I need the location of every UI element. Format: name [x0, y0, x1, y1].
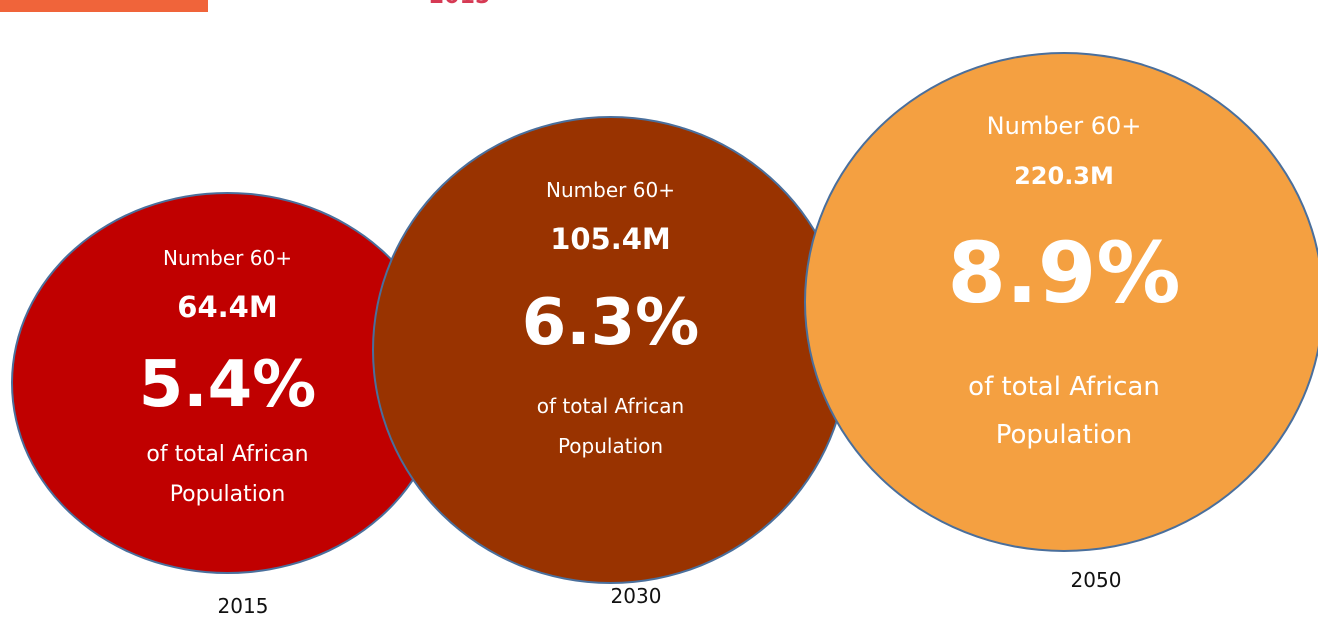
header-year: 2015: [429, 0, 490, 8]
year-label-2030: 2030: [610, 584, 662, 608]
number-value: 64.4M: [177, 290, 278, 324]
description-line-2: Population: [169, 482, 286, 507]
description-line-2: Population: [557, 434, 664, 458]
number-label: Number 60+: [163, 246, 292, 270]
percent-value: 8.9%: [947, 224, 1181, 322]
description-line-1: of total African: [536, 394, 685, 418]
description-line-1: of total African: [146, 442, 309, 467]
number-label: Number 60+: [546, 178, 675, 202]
bubble-2015: Number 60+ 64.4M 5.4% of total African P…: [11, 192, 444, 574]
bubble-2030: Number 60+ 105.4M 6.3% of total African …: [372, 116, 849, 584]
number-label: Number 60+: [986, 112, 1142, 140]
description-line-1: of total African: [968, 372, 1160, 402]
header-accent-bar: [0, 0, 208, 12]
year-label-2050: 2050: [1070, 568, 1122, 592]
percent-value: 6.3%: [521, 286, 700, 360]
percent-value: 5.4%: [138, 348, 317, 422]
year-label-2015: 2015: [217, 594, 269, 618]
bubble-2050: Number 60+ 220.3M 8.9% of total African …: [804, 52, 1318, 552]
description-line-2: Population: [995, 420, 1133, 450]
number-value: 220.3M: [1014, 162, 1114, 190]
number-value: 105.4M: [550, 222, 671, 256]
